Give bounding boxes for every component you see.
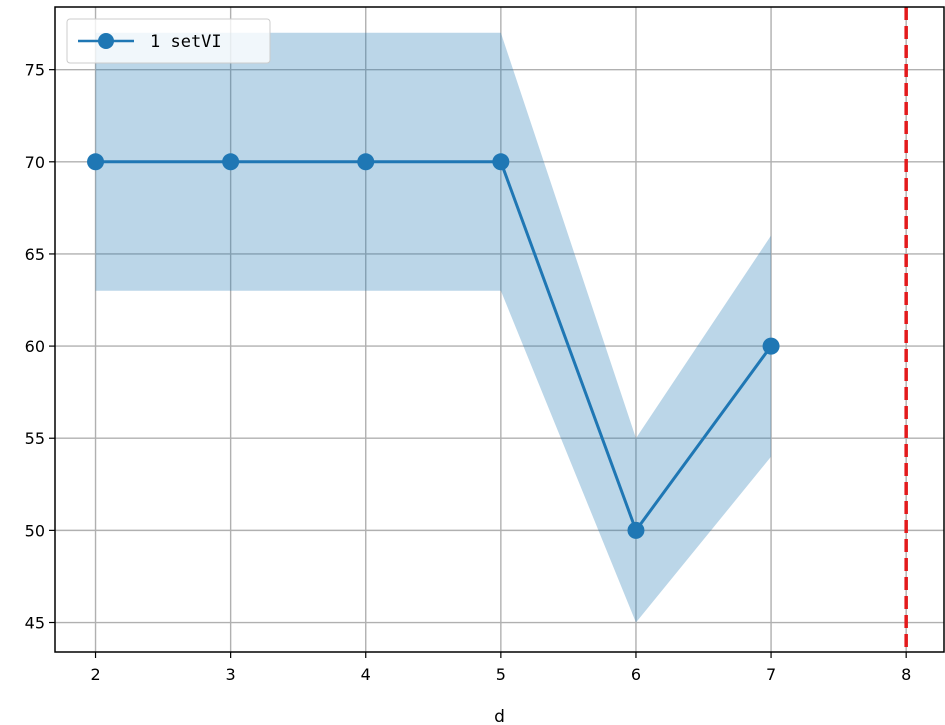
legend: 1 setVI [66,18,271,64]
x-tick-label: 6 [631,665,641,684]
data-point [357,153,375,171]
y-tick-label: 50 [25,521,45,540]
series-band [95,32,772,623]
confidence-band [95,32,772,623]
data-point [222,153,240,171]
plot-frame [54,6,945,653]
series-markers [87,153,780,539]
x-axis-label: d [494,707,505,725]
x-tick-label: 8 [901,665,911,684]
y-tick-label: 45 [25,614,45,633]
x-tick-label: 7 [766,665,776,684]
legend-box [66,18,271,64]
y-tick-label: 70 [25,153,45,172]
y-tick-label: 55 [25,429,45,448]
data-point [627,521,645,539]
x-tick-label: 5 [496,665,506,684]
x-tick-label: 4 [361,665,371,684]
data-point [492,153,510,171]
x-tick-label: 2 [90,665,100,684]
legend-entry-label: 1 setVI [150,32,222,52]
series-line-layer [95,160,773,532]
y-tick-label: 65 [25,245,45,264]
data-point [762,337,780,355]
y-tick-label: 75 [25,61,45,80]
legend-marker-icon [98,33,114,49]
data-point [87,153,105,171]
series-line [95,160,773,532]
y-tick-label: 60 [25,337,45,356]
x-tick-label: 3 [226,665,236,684]
